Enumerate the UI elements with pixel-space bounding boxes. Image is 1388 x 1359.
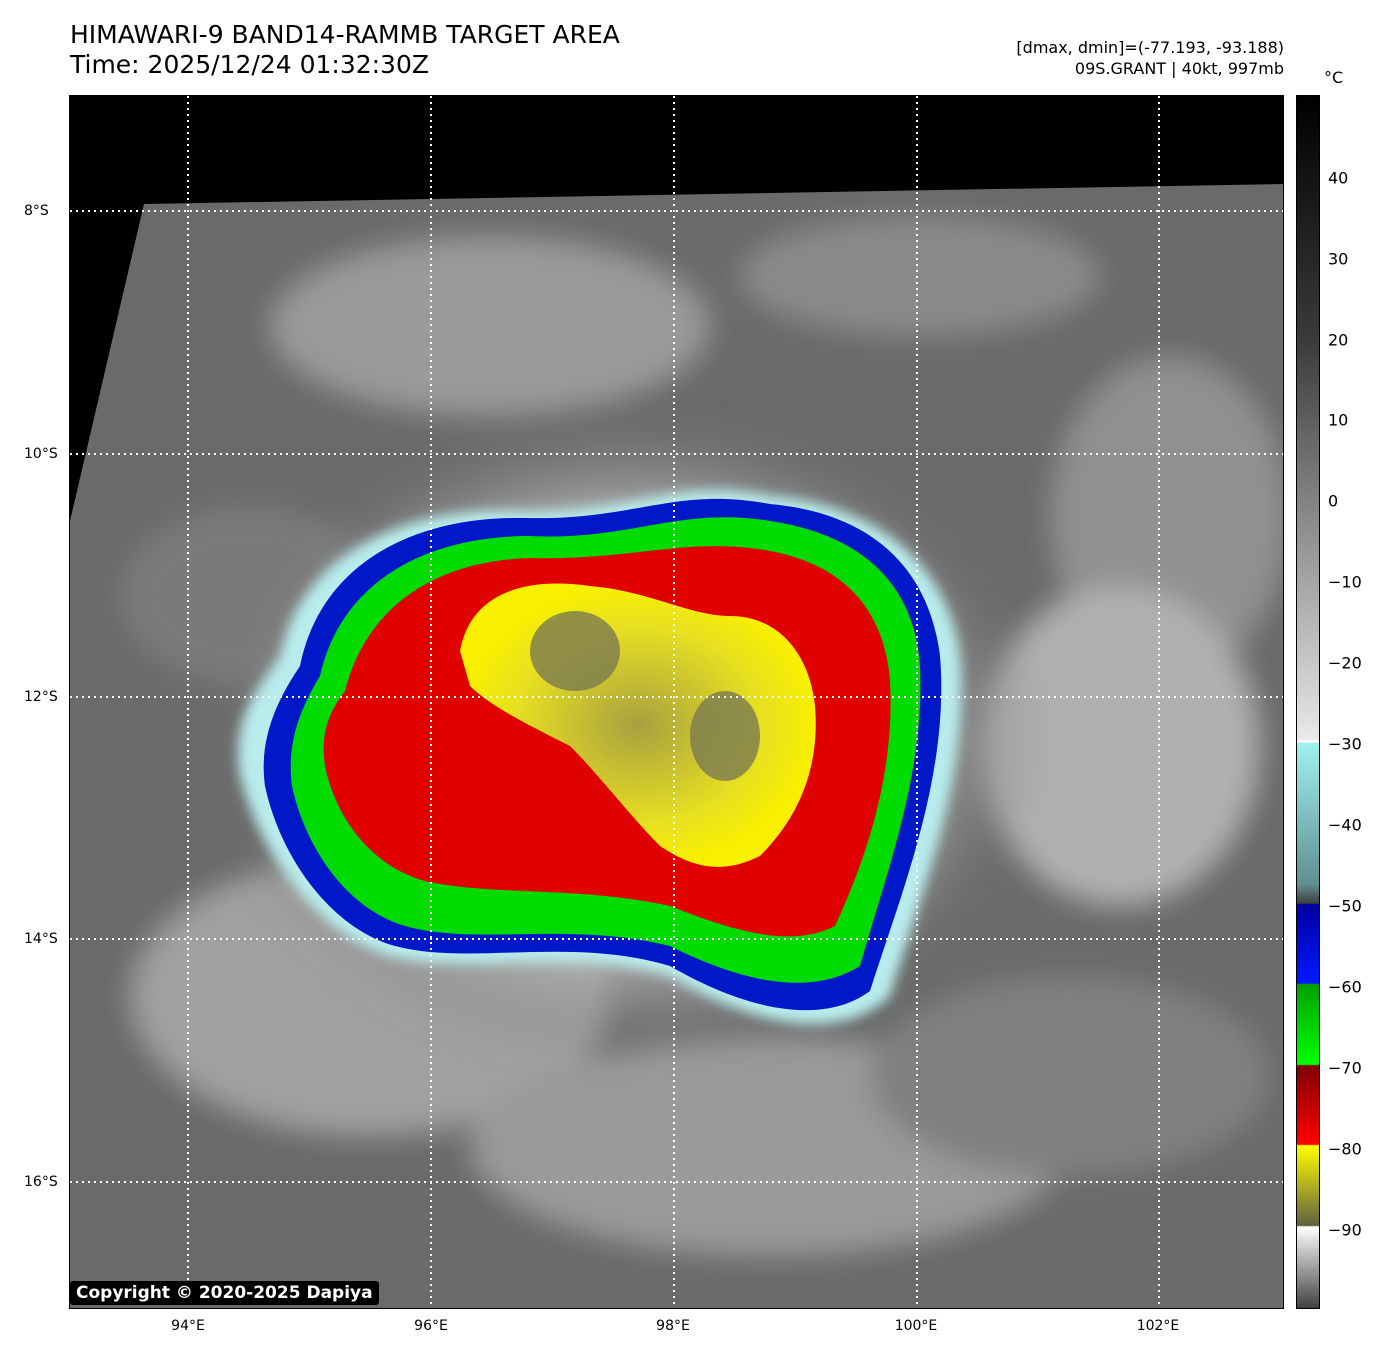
- colorbar-label: −80: [1328, 1139, 1362, 1159]
- colorbar-label: 0: [1328, 491, 1339, 511]
- storm-info-text: 09S.GRANT | 40kt, 997mb: [1074, 59, 1284, 78]
- colorbar-label: 30: [1328, 249, 1349, 269]
- lat-tick-label: 12°S: [24, 689, 58, 705]
- satellite-map: [69, 95, 1284, 1309]
- lat-tick-label: 10°S: [24, 446, 58, 462]
- colorbar-label: −20: [1328, 653, 1362, 673]
- lat-tick-label: 14°S: [24, 931, 58, 947]
- colorbar: [1296, 95, 1320, 1309]
- gridlines: [70, 96, 1283, 1308]
- colorbar-label: 10: [1328, 410, 1349, 430]
- satellite-image: [70, 96, 1283, 1308]
- info-block: [dmax, dmin]=(-77.193, -93.188) 09S.GRAN…: [1016, 37, 1284, 79]
- colorbar-label: −90: [1328, 1220, 1362, 1240]
- lon-tick-label: 98°E: [656, 1318, 690, 1334]
- colorbar-unit: °C: [1324, 68, 1344, 87]
- title-line-1: HIMAWARI-9 BAND14-RAMMB TARGET AREA: [70, 20, 620, 49]
- lat-tick-label: 16°S: [24, 1174, 58, 1190]
- colorbar-label: 20: [1328, 330, 1349, 350]
- dmax-dmin-text: [dmax, dmin]=(-77.193, -93.188): [1016, 38, 1284, 57]
- colorbar-label: −40: [1328, 815, 1362, 835]
- colorbar-label: −10: [1328, 572, 1362, 592]
- colorbar-label: −50: [1328, 896, 1362, 916]
- lon-tick-label: 102°E: [1136, 1318, 1180, 1334]
- cloud-texture: [120, 216, 1283, 1256]
- title-block: HIMAWARI-9 BAND14-RAMMB TARGET AREA Time…: [70, 20, 620, 80]
- lon-tick-label: 100°E: [894, 1318, 938, 1334]
- copyright-label: Copyright © 2020-2025 Dapiya: [70, 1281, 379, 1305]
- title-line-2: Time: 2025/12/24 01:32:30Z: [70, 50, 429, 79]
- lat-tick-label: 8°S: [24, 203, 49, 219]
- lon-tick-label: 96°E: [414, 1318, 448, 1334]
- lon-tick-label: 94°E: [171, 1318, 205, 1334]
- colorbar-label: −30: [1328, 734, 1362, 754]
- colorbar-label: −70: [1328, 1058, 1362, 1078]
- colorbar-label: 40: [1328, 168, 1349, 188]
- colorbar-label: −60: [1328, 977, 1362, 997]
